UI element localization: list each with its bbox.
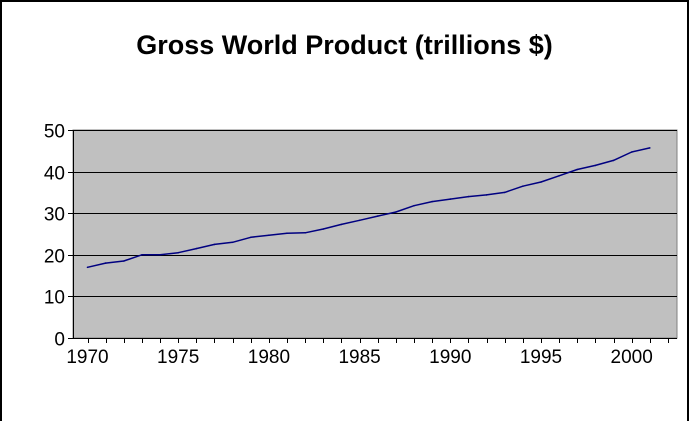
data-point-1976 [195, 247, 198, 250]
data-point-1997 [576, 168, 578, 171]
data-point-1992 [485, 194, 488, 196]
data-point-1983 [322, 228, 325, 230]
data-point-1996 [558, 175, 560, 177]
y-tick-label-50: 50 [44, 122, 65, 143]
data-point-1999 [612, 159, 615, 162]
data-point-1988 [413, 204, 415, 207]
data-point-1973 [141, 254, 143, 256]
data-point-1982 [304, 232, 307, 234]
data-point-1986 [376, 215, 379, 217]
x-tick-label-1985: 1985 [338, 347, 380, 368]
data-point-1998 [594, 164, 597, 167]
data-point-2000 [630, 151, 633, 153]
y-tick-label-30: 30 [44, 205, 65, 226]
data-point-1990 [449, 198, 452, 200]
x-tick-label-1995: 1995 [520, 347, 562, 368]
plot-area [72, 129, 678, 339]
x-tick-label-1970: 1970 [66, 347, 108, 368]
y-tick-label-20: 20 [44, 247, 65, 268]
data-point-1977 [213, 243, 216, 246]
x-tick-label-1980: 1980 [248, 347, 290, 368]
data-point-1975 [177, 251, 179, 254]
data-point-1979 [250, 236, 252, 239]
data-point-1984 [340, 223, 343, 226]
data-point-1970 [86, 266, 89, 269]
data-point-1991 [467, 195, 470, 198]
data-point-1972 [123, 260, 125, 262]
y-tick-label-10: 10 [44, 288, 65, 309]
data-point-1971 [104, 262, 107, 264]
data-point-1978 [231, 241, 234, 244]
data-point-1995 [540, 181, 542, 183]
data-point-1994 [522, 185, 524, 187]
x-tick-label-1975: 1975 [157, 347, 199, 368]
data-point-1981 [286, 232, 288, 234]
y-tick-label-40: 40 [44, 164, 65, 185]
data-point-1980 [268, 234, 270, 236]
data-point-1974 [159, 254, 161, 256]
x-tick-label-2000: 2000 [611, 347, 653, 368]
data-point-1985 [358, 219, 361, 222]
chart-title: Gross World Product (trillions $) [136, 30, 553, 60]
series-line-0 [87, 147, 650, 269]
data-point-2001 [649, 147, 651, 149]
x-tick-label-1990: 1990 [429, 347, 471, 368]
data-point-1993 [503, 191, 506, 194]
data-point-1987 [395, 211, 397, 213]
data-point-1989 [431, 200, 433, 203]
y-tick-label-0: 0 [54, 330, 65, 351]
